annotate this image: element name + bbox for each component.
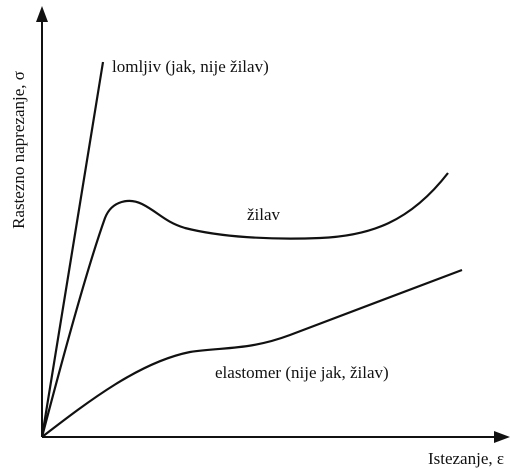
brittle-curve [40, 61, 105, 438]
tough-label: žilav [247, 205, 281, 224]
y-axis-label: Rastezno naprezanje, σ [9, 71, 28, 229]
elastomer-label: elastomer (nije jak, žilav) [215, 363, 389, 382]
y-arrow [36, 6, 48, 22]
brittle-label: lomljiv (jak, nije žilav) [112, 57, 269, 76]
tough-curve [40, 172, 449, 438]
x-axis-label: Istezanje, ε [428, 449, 504, 468]
elastomer-curve [41, 268, 463, 438]
x-arrow [494, 431, 510, 443]
